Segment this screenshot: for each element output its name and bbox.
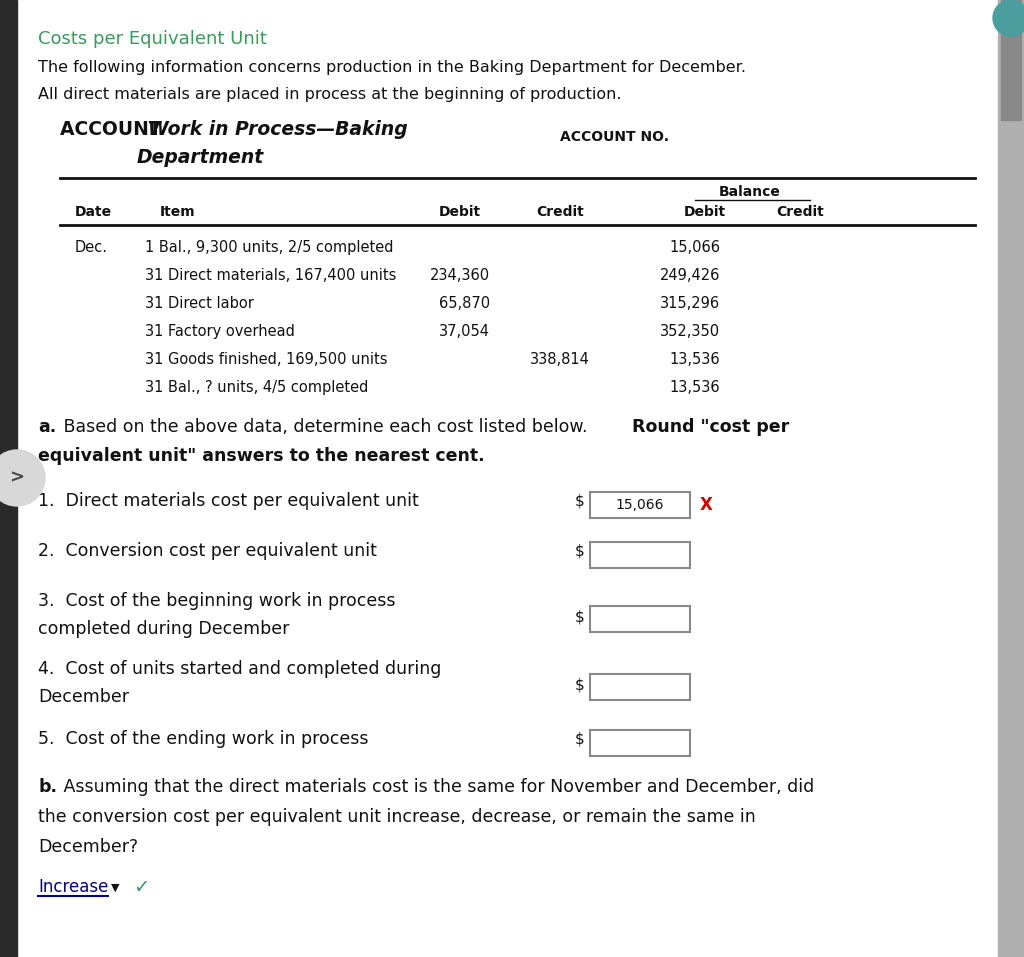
Text: Costs per Equivalent Unit: Costs per Equivalent Unit [38,30,267,48]
Text: a.: a. [38,418,56,436]
Text: 13,536: 13,536 [670,380,720,395]
Text: Item: Item [160,205,196,219]
Text: Work in Process—Baking: Work in Process—Baking [148,120,408,139]
Text: 5.  Cost of the ending work in process: 5. Cost of the ending work in process [38,730,369,748]
Circle shape [993,0,1024,36]
Text: 15,066: 15,066 [669,240,720,255]
Text: Based on the above data, determine each cost listed below.: Based on the above data, determine each … [58,418,593,436]
Text: Round "cost per: Round "cost per [632,418,790,436]
FancyBboxPatch shape [590,492,690,518]
Text: 315,296: 315,296 [659,296,720,311]
Text: $: $ [574,732,584,747]
Text: 13,536: 13,536 [670,352,720,367]
Text: $: $ [574,494,584,509]
Text: 37,054: 37,054 [439,324,490,339]
Text: 2.  Conversion cost per equivalent unit: 2. Conversion cost per equivalent unit [38,542,377,560]
Text: X: X [700,496,713,514]
Bar [998,0,1024,957]
Text: Balance: Balance [719,185,781,199]
FancyBboxPatch shape [590,730,690,756]
Text: Department: Department [136,148,263,167]
Text: The following information concerns production in the Baking Department for Decem: The following information concerns produ… [38,60,746,75]
Text: December?: December? [38,838,138,856]
Text: 1 Bal., 9,300 units, 2/5 completed: 1 Bal., 9,300 units, 2/5 completed [145,240,393,255]
Text: 234,360: 234,360 [430,268,490,283]
Text: b.: b. [38,778,57,796]
Text: 3.  Cost of the beginning work in process: 3. Cost of the beginning work in process [38,592,395,610]
Text: 31 Direct labor: 31 Direct labor [145,296,254,311]
Text: Debit: Debit [439,205,481,219]
Text: 1.  Direct materials cost per equivalent unit: 1. Direct materials cost per equivalent … [38,492,419,510]
Text: Debit: Debit [684,205,726,219]
Text: Date: Date [75,205,112,219]
FancyBboxPatch shape [590,674,690,700]
Text: Credit: Credit [776,205,824,219]
Text: All direct materials are placed in process at the beginning of production.: All direct materials are placed in proce… [38,87,622,102]
Text: December: December [38,688,129,706]
Text: ACCOUNT NO.: ACCOUNT NO. [560,130,669,144]
Text: $: $ [574,678,584,693]
Text: >: > [9,469,25,487]
Text: Credit: Credit [537,205,584,219]
Text: 249,426: 249,426 [659,268,720,283]
Text: 65,870: 65,870 [439,296,490,311]
Text: 338,814: 338,814 [530,352,590,367]
Text: 4.  Cost of units started and completed during: 4. Cost of units started and completed d… [38,660,441,678]
Text: $: $ [574,610,584,625]
Text: 31 Direct materials, 167,400 units: 31 Direct materials, 167,400 units [145,268,396,283]
Text: 31 Bal., ? units, 4/5 completed: 31 Bal., ? units, 4/5 completed [145,380,369,395]
Text: $: $ [574,544,584,559]
Text: equivalent unit" answers to the nearest cent.: equivalent unit" answers to the nearest … [38,447,484,465]
Text: 31 Factory overhead: 31 Factory overhead [145,324,295,339]
FancyBboxPatch shape [590,606,690,632]
Circle shape [0,450,45,506]
Text: Assuming that the direct materials cost is the same for November and December, d: Assuming that the direct materials cost … [58,778,814,796]
Text: ✓: ✓ [133,878,150,897]
Text: Increase: Increase [38,878,109,896]
Text: ▼: ▼ [111,883,120,893]
Text: completed during December: completed during December [38,620,290,638]
Bar [0,0,17,957]
Text: 31 Goods finished, 169,500 units: 31 Goods finished, 169,500 units [145,352,387,367]
Text: 15,066: 15,066 [615,498,665,512]
Text: ACCOUNT: ACCOUNT [60,120,168,139]
Text: Dec.: Dec. [75,240,108,255]
FancyBboxPatch shape [590,542,690,568]
Text: the conversion cost per equivalent unit increase, decrease, or remain the same i: the conversion cost per equivalent unit … [38,808,756,826]
Text: 352,350: 352,350 [659,324,720,339]
Bar [1001,0,1021,120]
